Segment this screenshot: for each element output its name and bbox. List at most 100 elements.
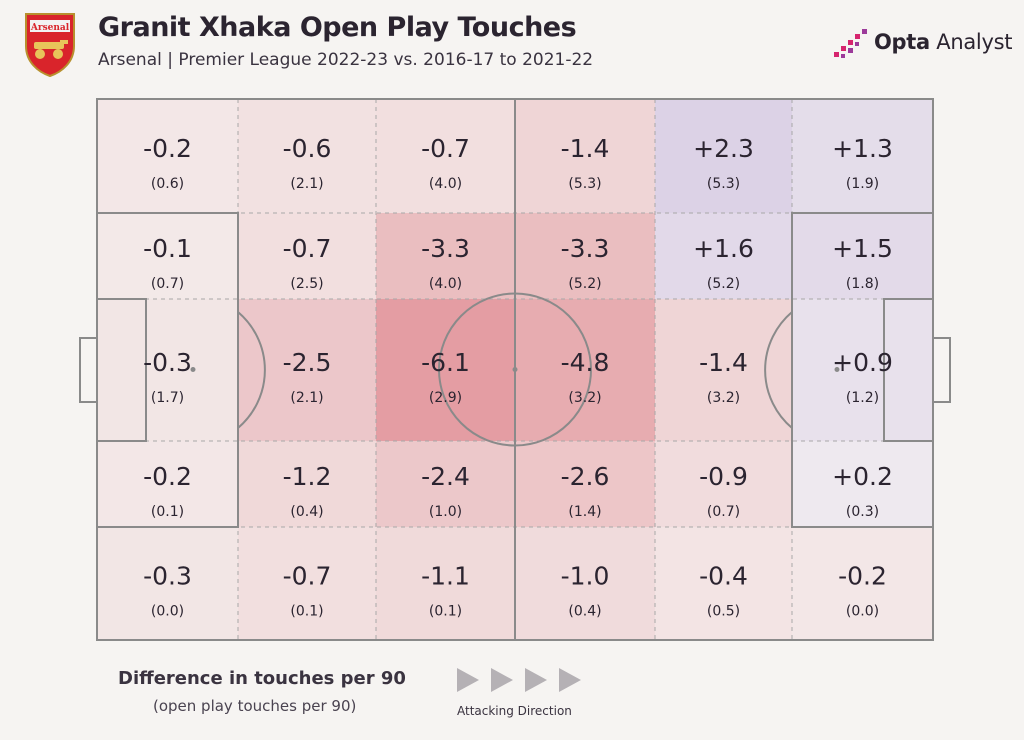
right-penalty-spot [834, 367, 840, 372]
zone-cell-r3-c3 [376, 299, 515, 441]
zone-touches-label: (0.7) [151, 276, 184, 292]
legend-title: Difference in touches per 90 [118, 668, 406, 689]
left-goal [79, 337, 98, 403]
zone-diff-label: -0.7 [421, 134, 470, 163]
legend-subtitle: (open play touches per 90) [153, 697, 357, 715]
zone-diff-label: -0.2 [143, 134, 192, 163]
zone-layer [97, 99, 933, 640]
zone-cell-r5-c1 [97, 527, 238, 640]
zone-diff-label: -0.7 [283, 562, 332, 591]
zone-touches-label: (2.5) [290, 276, 323, 292]
zone-cell-r2-c4 [515, 213, 655, 299]
zone-cell-r2-c6 [792, 213, 933, 299]
zone-touches-label: (5.2) [568, 276, 601, 292]
zone-cell-r1-c2 [238, 99, 376, 213]
zone-touches-label: (0.3) [846, 504, 879, 520]
zone-diff-label: -1.1 [421, 562, 470, 591]
zone-touches-label: (5.3) [568, 176, 601, 192]
zone-touches-label: (3.2) [707, 390, 740, 406]
attacking-direction-label: Attacking Direction [457, 704, 572, 718]
zone-touches-label: (3.2) [568, 390, 601, 406]
zone-diff-label: -1.2 [283, 462, 332, 491]
zone-touches-label: (0.7) [707, 504, 740, 520]
brand-light: Analyst [929, 30, 1013, 54]
arsenal-crest-icon: Arsenal [25, 13, 75, 78]
zone-cell-r4-c1 [97, 441, 238, 527]
zone-touches-label: (1.8) [846, 276, 879, 292]
brand-bold: Opta [874, 30, 930, 54]
right-penalty-arc [764, 311, 793, 429]
zone-diff-label: -0.7 [283, 234, 332, 263]
zone-diff-label: -1.4 [699, 348, 748, 377]
attacking-direction-arrows-icon [457, 668, 581, 692]
zone-cell-r1-c3 [376, 99, 515, 213]
zone-touches-label: (2.1) [290, 390, 323, 406]
zone-labels: -0.2 (0.6) -0.6 (2.1) -0.7 (4.0) -1.4 (5.3) +2.3… [143, 134, 893, 620]
zone-diff-label: -0.1 [143, 234, 192, 263]
zone-cell-r5-c6 [792, 527, 933, 640]
zone-diff-label: +0.9 [832, 348, 893, 377]
zone-cell-r5-c2 [238, 527, 376, 640]
zone-cell-r3-c1 [97, 299, 238, 441]
zone-touches-label: (1.2) [846, 390, 879, 406]
zone-touches-label: (0.0) [846, 604, 879, 620]
centre-circle [438, 292, 592, 447]
zone-diff-label: -0.2 [143, 462, 192, 491]
zone-diff-label: -2.6 [561, 462, 610, 491]
zone-cell-r5-c5 [655, 527, 792, 640]
zone-diff-label: -2.4 [421, 462, 470, 491]
zone-diff-label: -0.3 [143, 348, 192, 377]
zone-diff-label: +2.3 [693, 134, 754, 163]
zone-touches-label: (1.9) [846, 176, 879, 192]
zone-diff-label: -3.3 [421, 234, 470, 263]
zone-diff-label: -0.2 [838, 562, 887, 591]
zone-diff-label: -2.5 [283, 348, 332, 377]
zone-cell-r4-c6 [792, 441, 933, 527]
opta-analyst-logo: Opta Analyst [832, 28, 1022, 62]
zone-cell-r2-c2 [238, 213, 376, 299]
zone-cell-r1-c4 [515, 99, 655, 213]
zone-touches-label: (0.6) [151, 176, 184, 192]
page-title: Granit Xhaka Open Play Touches [98, 12, 577, 43]
zone-touches-label: (5.3) [707, 176, 740, 192]
zone-diff-label: -0.3 [143, 562, 192, 591]
page-subtitle: Arsenal | Premier League 2022-23 vs. 201… [98, 50, 594, 70]
brand-name: Opta Analyst [874, 30, 1012, 54]
zone-touches-label: (5.2) [707, 276, 740, 292]
zone-cell-r3-c5 [655, 299, 792, 441]
zone-touches-label: (0.5) [707, 604, 740, 620]
zone-cell-r2-c5 [655, 213, 792, 299]
zone-cell-r4-c3 [376, 441, 515, 527]
zone-cell-r3-c6 [792, 299, 933, 441]
zone-cell-r4-c2 [238, 441, 376, 527]
zone-cell-r3-c4 [515, 299, 655, 441]
zone-touches-label: (0.4) [290, 504, 323, 520]
zone-cell-r1-c5 [655, 99, 792, 213]
left-penalty-arc [237, 311, 266, 429]
zone-touches-label: (0.4) [568, 604, 601, 620]
zone-touches-label: (4.0) [429, 276, 462, 292]
zone-cell-r2-c1 [97, 213, 238, 299]
zone-touches-label: (0.1) [429, 604, 462, 620]
zone-touches-label: (1.4) [568, 504, 601, 520]
centre-spot [512, 367, 518, 372]
zone-touches-label: (0.1) [290, 604, 323, 620]
zone-cell-r5-c4 [515, 527, 655, 640]
zone-diff-label: -0.4 [699, 562, 748, 591]
zone-cell-r2-c3 [376, 213, 515, 299]
zone-cell-r4-c4 [515, 441, 655, 527]
zone-diff-label: +1.5 [832, 234, 893, 263]
zone-touches-label: (1.7) [151, 390, 184, 406]
zone-cell-r5-c3 [376, 527, 515, 640]
zone-touches-label: (0.0) [151, 604, 184, 620]
crest-text: Arsenal [30, 23, 70, 33]
right-goal [932, 337, 951, 403]
zone-touches-label: (0.1) [151, 504, 184, 520]
opta-dots-icon [834, 29, 867, 58]
zone-diff-label: +0.2 [832, 462, 893, 491]
zone-diff-label: -0.6 [283, 134, 332, 163]
zone-diff-label: +1.6 [693, 234, 754, 263]
zone-touches-label: (2.1) [290, 176, 323, 192]
pitch-markings [79, 98, 951, 641]
